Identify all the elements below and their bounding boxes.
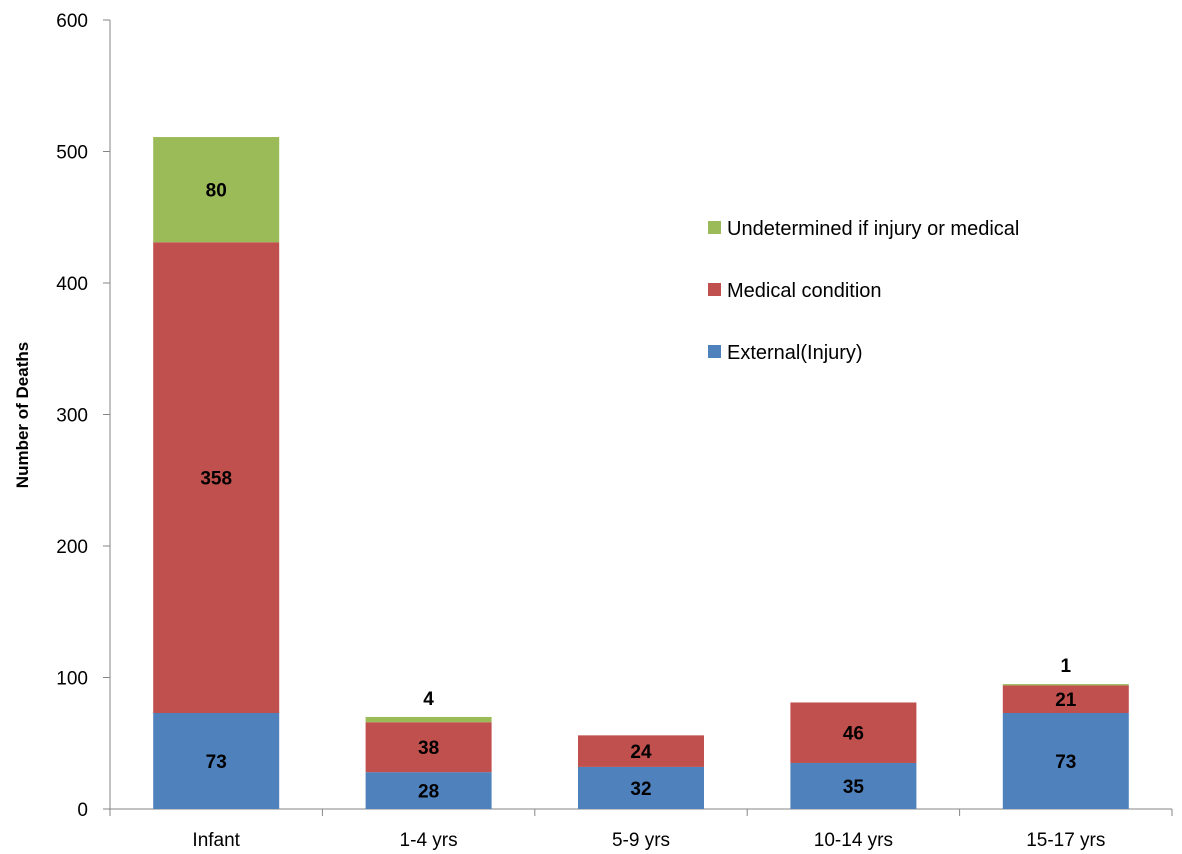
x-tick-label: 15-17 yrs [1026,830,1105,851]
bar-segment [578,735,704,767]
data-label: 28 [418,782,439,803]
y-axis: 0 100 200 300 400 500 600 [56,11,111,821]
data-label: 35 [843,777,865,798]
bar-segment [1002,713,1129,809]
bar-segment [790,762,917,809]
y-tick-label: 100 [56,669,88,690]
data-label: 73 [1055,752,1076,773]
data-label: 80 [206,181,227,202]
x-axis: Infant 1-4 yrs 5-9 yrs 10-14 yrs 15-17 yrs [109,808,1173,851]
legend-label: Undetermined if injury or medical [727,218,1019,240]
bars-group [153,137,1129,809]
y-tick-label: 400 [56,274,88,295]
legend-swatch [708,283,721,296]
data-label: 73 [206,752,227,773]
y-tick-label: 200 [56,537,88,558]
bar-segment [153,242,280,714]
bar-segment [1002,684,1129,686]
data-label: 46 [843,724,864,745]
data-label: 21 [1055,690,1077,711]
y-tick-label: 500 [56,143,88,164]
data-label: 38 [418,738,439,759]
x-tick-label: 10-14 yrs [814,830,893,851]
bar-segment [578,766,704,809]
y-tick-label: 0 [77,800,88,821]
bar-segment [365,716,492,723]
y-tick-label: 600 [56,11,88,32]
bar-segment [365,722,492,773]
data-label: 1 [1061,656,1072,677]
x-tick-label: 5-9 yrs [612,830,670,851]
bar-segment [365,772,492,809]
data-labels-group: 73 358 80 28 38 4 32 24 35 46 73 21 1 [200,181,1076,803]
legend-swatch [708,221,721,234]
bar-segment [153,713,280,809]
y-axis-title: Number of Deaths [13,342,32,488]
data-label: 24 [630,742,652,763]
data-label: 4 [423,689,434,710]
legend-label: Medical condition [727,280,882,302]
legend: Undetermined if injury or medical Medical… [708,218,1019,364]
data-label: 32 [630,779,651,800]
data-label: 358 [200,469,232,490]
legend-swatch [708,345,721,358]
legend-label: External(Injury) [727,342,863,364]
y-tick-label: 300 [56,406,88,427]
bar-segment [153,137,280,243]
bar-segment [790,702,917,763]
x-tick-label: Infant [192,830,240,851]
x-tick-label: 1-4 yrs [400,830,458,851]
bar-segment [1002,685,1129,714]
